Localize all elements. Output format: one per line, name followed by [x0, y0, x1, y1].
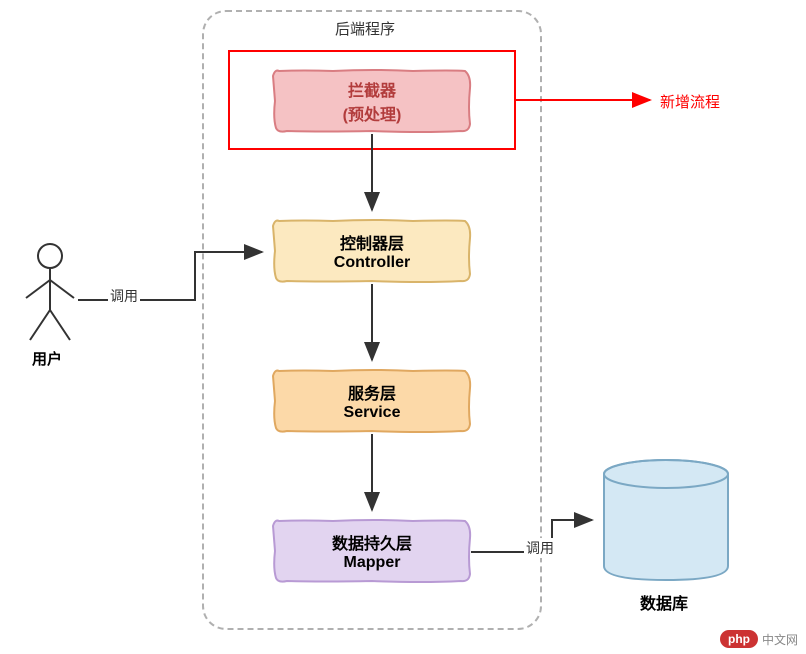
- watermark: php 中文网: [720, 630, 798, 648]
- arrow-label-user: 调用: [108, 286, 140, 306]
- controller-line2: Controller: [334, 254, 410, 272]
- service-line2: Service: [344, 404, 401, 422]
- watermark-text: 中文网: [762, 631, 798, 648]
- mapper-line1: 数据持久层: [332, 530, 412, 554]
- watermark-logo: php: [720, 630, 758, 648]
- node-controller-text: 控制器层 Controller: [273, 218, 471, 284]
- interceptor-line1: 拦截器: [348, 77, 396, 101]
- controller-line1: 控制器层: [340, 230, 404, 254]
- database-cylinder: [600, 458, 732, 586]
- service-line1: 服务层: [348, 380, 396, 404]
- arrow-label-mapper: 调用: [524, 538, 556, 558]
- interceptor-line2: (预处理): [343, 101, 402, 125]
- new-flow-label: 新增流程: [660, 91, 720, 112]
- backend-title: 后端程序: [335, 18, 395, 39]
- node-interceptor-text: 拦截器 (预处理): [273, 68, 471, 134]
- mapper-line2: Mapper: [344, 554, 401, 572]
- actor-label: 用户: [32, 348, 62, 369]
- node-mapper-text: 数据持久层 Mapper: [273, 518, 471, 584]
- actor-user: [20, 240, 80, 350]
- database-label: 数据库: [640, 590, 688, 614]
- node-service-text: 服务层 Service: [273, 368, 471, 434]
